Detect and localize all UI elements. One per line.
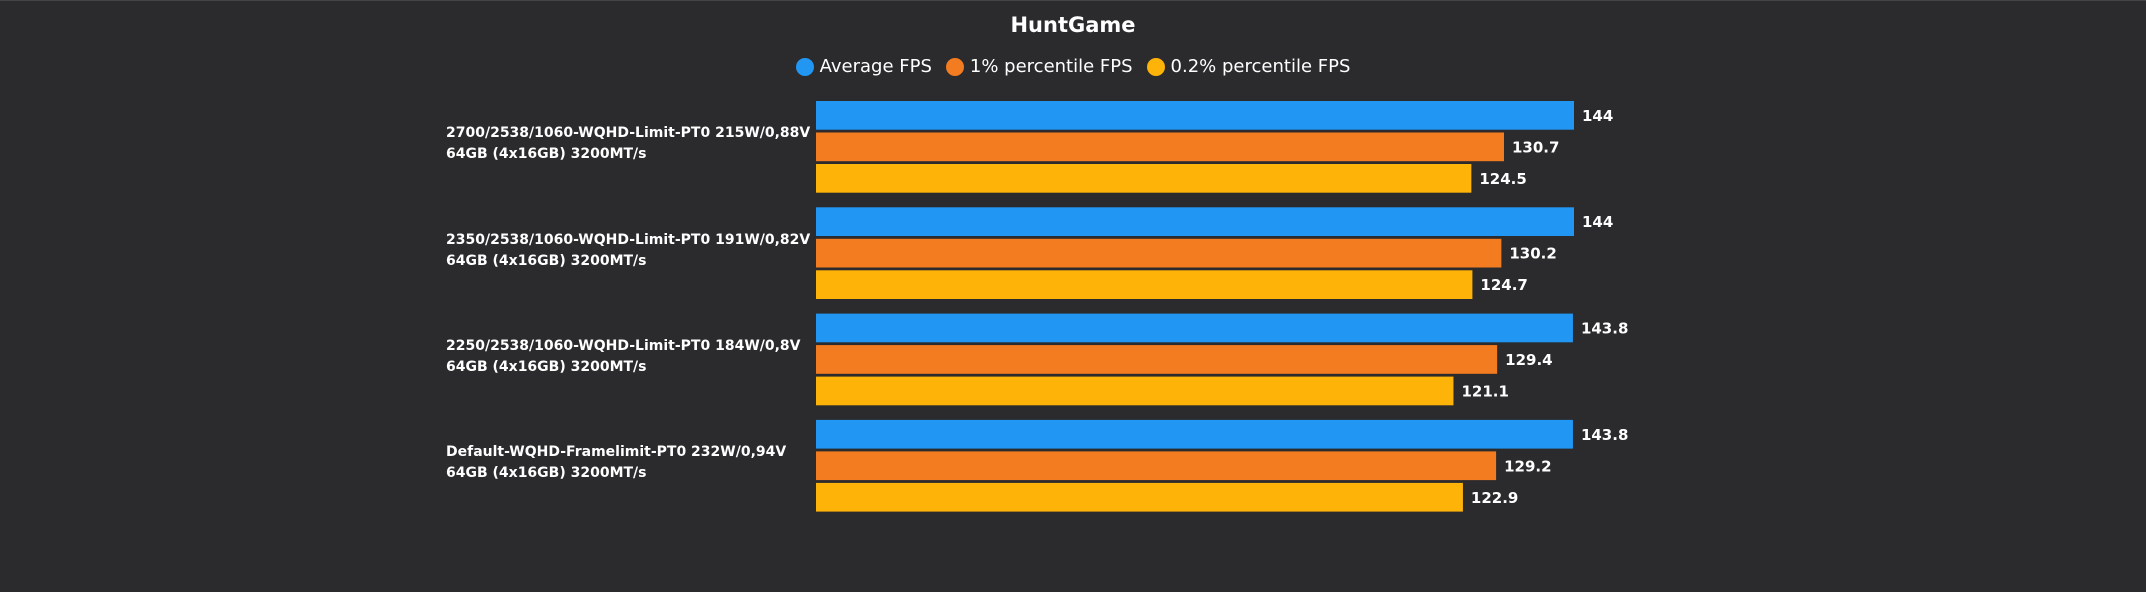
category-label: 2350/2538/1060-WQHD-Limit-PT0 191W/0,82V…: [446, 231, 811, 269]
value-label: 122.9: [1471, 489, 1518, 507]
value-label: 124.7: [1480, 276, 1527, 294]
bar: [816, 132, 1504, 162]
bar: [816, 345, 1498, 374]
value-label: 143.8: [1581, 319, 1628, 337]
value-label: 144: [1582, 107, 1613, 125]
value-label: 130.2: [1509, 245, 1556, 263]
legend-label: Average FPS: [819, 56, 932, 77]
value-label: 124.5: [1479, 170, 1526, 188]
legend-item: 1% percentile FPS: [945, 56, 1133, 77]
chart-title: HuntGame: [1010, 13, 1136, 37]
value-label: 121.1: [1461, 382, 1508, 400]
value-label: 129.4: [1505, 351, 1552, 369]
category-label: 2700/2538/1060-WQHD-Limit-PT0 215W/0,88V…: [446, 125, 811, 163]
bar: [816, 419, 1573, 449]
legend-label: 1% percentile FPS: [969, 56, 1133, 77]
category-label: Default-WQHD-Framelimit-PT0 232W/0,94V 6…: [446, 444, 787, 482]
legend-swatch: [795, 57, 814, 76]
bar: [816, 313, 1573, 343]
legend-swatch: [1146, 57, 1165, 76]
bar: [816, 207, 1574, 236]
legend-swatch: [945, 57, 964, 76]
bar: [816, 101, 1574, 130]
bar: [816, 451, 1497, 481]
bar: [816, 164, 1472, 193]
category-label: 2250/2538/1060-WQHD-Limit-PT0 184W/0,8V …: [446, 337, 801, 375]
bar: [816, 482, 1463, 512]
value-label: 130.7: [1512, 138, 1559, 156]
legend-item: 0.2% percentile FPS: [1146, 56, 1351, 77]
value-label: 129.2: [1504, 457, 1551, 475]
bar: [816, 376, 1454, 406]
legend-label: 0.2% percentile FPS: [1170, 56, 1351, 77]
bar: [816, 238, 1502, 268]
value-label: 144: [1582, 213, 1613, 231]
bar: [816, 270, 1473, 299]
value-label: 143.8: [1581, 426, 1628, 444]
legend-item: Average FPS: [795, 56, 932, 77]
legend: Average FPS 1% percentile FPS 0.2% percent…: [0, 56, 2146, 77]
